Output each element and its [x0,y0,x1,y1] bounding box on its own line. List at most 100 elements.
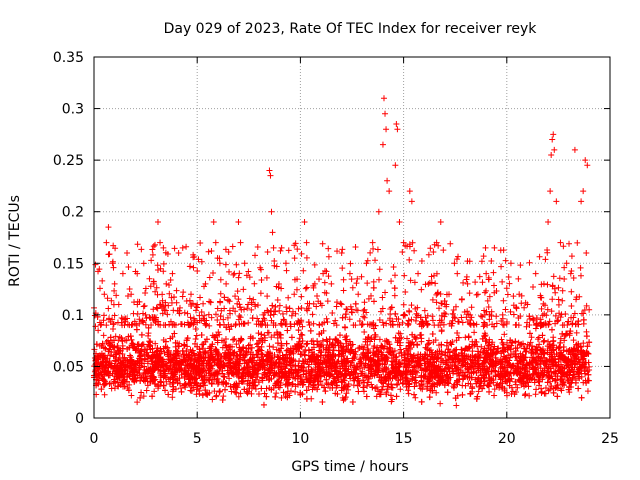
band-point [128,357,135,364]
band-point [116,374,123,381]
band-point [349,357,356,364]
band-point [146,342,153,349]
band-point [159,362,166,369]
band-point [296,367,303,374]
band-point [481,332,488,339]
band-point [316,347,323,354]
band-point [94,379,101,386]
band-point [252,386,259,393]
band-point [448,341,455,348]
band-point [141,351,148,358]
band-point [325,381,332,388]
band-point [260,401,267,408]
band-point [142,355,149,362]
band-point [465,353,472,360]
band-point [203,336,210,343]
band-point [128,365,135,372]
band-point [571,359,578,366]
band-point [562,331,569,338]
band-point [460,355,467,362]
band-point [317,378,324,385]
band-point [115,383,122,390]
band-point [248,344,255,351]
band-point [244,359,251,366]
band-point [584,388,591,395]
band-point [548,368,555,375]
band-point [447,374,454,381]
band-point [237,304,244,311]
band-point [341,377,348,384]
band-point [496,373,503,380]
band-point [259,375,266,382]
band-point [129,358,136,365]
band-point [518,358,525,365]
band-point [340,385,347,392]
band-point [143,387,150,394]
band-point [564,375,571,382]
band-point [413,334,420,341]
band-point [354,382,361,389]
band-point [266,365,273,372]
band-point [202,390,209,397]
band-point [508,350,515,357]
band-point [384,386,391,393]
band-point [438,355,445,362]
band-point [317,364,324,371]
band-point [278,394,285,401]
band-point [444,379,451,386]
band-point [276,349,283,356]
band-point [377,377,384,384]
band-point [546,386,553,393]
band-point [280,356,287,363]
band-point [506,382,513,389]
band-point [536,378,543,385]
band-point [506,354,513,361]
band-point [193,370,200,377]
band-point [547,358,554,365]
band-point [364,280,371,287]
band-point [274,340,281,347]
band-point [164,349,171,356]
band-point [443,359,450,366]
band-point [586,339,593,346]
band-point [452,395,459,402]
band-point [221,294,228,301]
band-point [176,352,183,359]
band-point [274,353,281,360]
band-point [512,338,519,345]
band-point [580,340,587,347]
band-point [129,340,136,347]
band-point [270,372,277,379]
band-point [276,360,283,367]
band-point [491,386,498,393]
band-point [161,368,168,375]
band-point [548,382,555,389]
band-point [281,317,288,324]
band-point [412,359,419,366]
band-point [238,347,245,354]
band-point [370,325,377,332]
band-point [558,387,565,394]
band-point [208,380,215,387]
band-point [570,337,577,344]
band-point [397,346,404,353]
band-point [275,354,282,361]
band-point [557,339,564,346]
band-point [494,348,501,355]
band-point [300,371,307,378]
band-point [188,349,195,356]
band-point [528,376,535,383]
band-point [187,379,194,386]
band-point [206,322,213,329]
band-point [475,348,482,355]
band-point [557,335,564,342]
band-point [471,329,478,336]
band-point [314,371,321,378]
band-point [332,367,339,374]
band-point [585,371,592,378]
band-point [388,304,395,311]
band-point [258,385,265,392]
band-point [122,363,129,370]
band-point [116,379,123,386]
band-point [116,370,123,377]
